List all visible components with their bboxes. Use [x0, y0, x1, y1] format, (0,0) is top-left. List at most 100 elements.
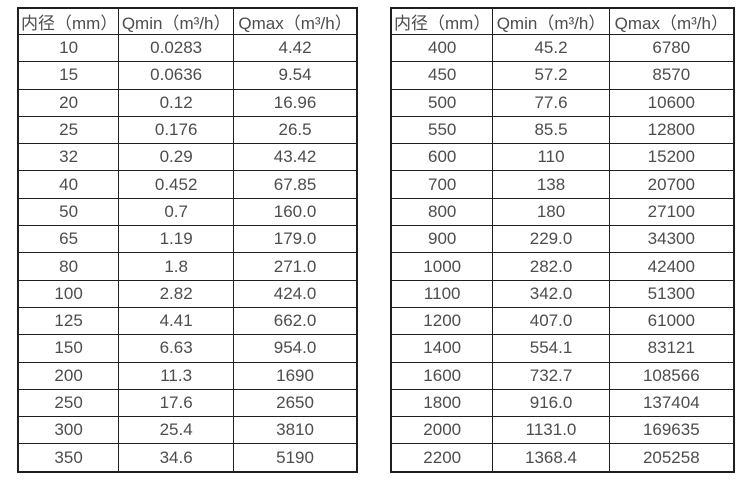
- diameter-cell: 80: [17, 252, 120, 281]
- qmin-cell: 554.1: [492, 334, 610, 363]
- qmin-cell: 1368.4: [492, 443, 610, 473]
- qmin-cell: 0.452: [118, 170, 235, 199]
- qmin-cell: 17.6: [118, 388, 235, 418]
- qmin-cell: 916.0: [492, 388, 610, 418]
- qmin-cell: 34.6: [118, 443, 235, 473]
- qmax-cell: 15200: [608, 143, 735, 172]
- diameter-cell: 550: [390, 115, 494, 145]
- qmax-cell: 137404: [608, 388, 735, 418]
- table-row: 150 6.63 954.0: [17, 334, 358, 363]
- qmax-cell: 662.0: [233, 306, 358, 336]
- diameter-cell: 2200: [390, 443, 494, 473]
- qmax-cell: 6780: [608, 33, 735, 63]
- qmin-cell: 0.0636: [118, 61, 235, 90]
- flow-table-large-diameters: 内径（mm） Qmin（m³/h） Qmax（m³/h） 400 45.2 6780 450…: [390, 7, 735, 473]
- qmin-cell: 1.19: [118, 225, 235, 254]
- table-row: 1600 732.7 108566: [390, 361, 735, 390]
- qmin-cell: 77.6: [492, 88, 610, 117]
- diameter-cell: 500: [390, 88, 494, 117]
- diameter-cell: 600: [390, 143, 494, 172]
- table-row: 1400 554.1 83121: [390, 334, 735, 363]
- column-header-1: Qmin（m³/h）: [118, 7, 235, 35]
- diameter-cell: 1400: [390, 334, 494, 363]
- qmax-cell: 16.96: [233, 88, 358, 117]
- diameter-cell: 20: [17, 88, 120, 117]
- flow-table-small-diameters: 内径（mm） Qmin（m³/h） Qmax（m³/h） 10 0.0283 4.42 15…: [17, 7, 358, 473]
- table-row: 1100 342.0 51300: [390, 279, 735, 308]
- diameter-cell: 150: [17, 334, 120, 363]
- column-header-0: 内径（mm）: [390, 7, 494, 35]
- diameter-cell: 50: [17, 197, 120, 227]
- qmin-cell: 85.5: [492, 115, 610, 145]
- qmin-cell: 0.29: [118, 143, 235, 172]
- qmin-cell: 138: [492, 170, 610, 199]
- diameter-cell: 25: [17, 115, 120, 145]
- qmax-cell: 83121: [608, 334, 735, 363]
- diameter-cell: 125: [17, 306, 120, 336]
- table-row: 400 45.2 6780: [390, 33, 735, 63]
- column-header-2: Qmax（m³/h）: [233, 7, 358, 35]
- qmin-cell: 45.2: [492, 33, 610, 63]
- diameter-cell: 800: [390, 197, 494, 227]
- table-row: 20 0.12 16.96: [17, 88, 358, 117]
- table-row: 550 85.5 12800: [390, 115, 735, 145]
- table-row: 125 4.41 662.0: [17, 306, 358, 336]
- qmax-cell: 4.42: [233, 33, 358, 63]
- qmin-cell: 57.2: [492, 61, 610, 90]
- qmax-cell: 20700: [608, 170, 735, 199]
- table-row: 700 138 20700: [390, 170, 735, 199]
- diameter-cell: 65: [17, 225, 120, 254]
- qmax-cell: 9.54: [233, 61, 358, 90]
- table-row: 65 1.19 179.0: [17, 225, 358, 254]
- diameter-cell: 1800: [390, 388, 494, 418]
- qmin-cell: 282.0: [492, 252, 610, 281]
- qmax-cell: 42400: [608, 252, 735, 281]
- table-row: 900 229.0 34300: [390, 225, 735, 254]
- qmax-cell: 5190: [233, 443, 358, 473]
- diameter-cell: 1000: [390, 252, 494, 281]
- table-row: 32 0.29 43.42: [17, 143, 358, 172]
- qmax-cell: 10600: [608, 88, 735, 117]
- qmin-cell: 11.3: [118, 361, 235, 390]
- qmax-cell: 169635: [608, 416, 735, 445]
- diameter-cell: 100: [17, 279, 120, 308]
- table-row: 1800 916.0 137404: [390, 388, 735, 418]
- diameter-cell: 200: [17, 361, 120, 390]
- qmin-cell: 2.82: [118, 279, 235, 308]
- diameter-cell: 450: [390, 61, 494, 90]
- table-row: 2200 1368.4 205258: [390, 443, 735, 473]
- diameter-cell: 1100: [390, 279, 494, 308]
- qmax-cell: 954.0: [233, 334, 358, 363]
- qmax-cell: 160.0: [233, 197, 358, 227]
- diameter-cell: 700: [390, 170, 494, 199]
- column-header-0: 内径（mm）: [17, 7, 120, 35]
- header-row: 内径（mm） Qmin（m³/h） Qmax（m³/h）: [390, 7, 735, 35]
- qmax-cell: 43.42: [233, 143, 358, 172]
- qmin-cell: 0.12: [118, 88, 235, 117]
- diameter-cell: 2000: [390, 416, 494, 445]
- table-row: 300 25.4 3810: [17, 416, 358, 445]
- table-row: 450 57.2 8570: [390, 61, 735, 90]
- qmax-cell: 34300: [608, 225, 735, 254]
- column-header-1: Qmin（m³/h）: [492, 7, 610, 35]
- qmin-cell: 342.0: [492, 279, 610, 308]
- diameter-cell: 1600: [390, 361, 494, 390]
- qmax-cell: 61000: [608, 306, 735, 336]
- diameter-cell: 900: [390, 225, 494, 254]
- qmin-cell: 6.63: [118, 334, 235, 363]
- qmax-cell: 51300: [608, 279, 735, 308]
- table-row: 100 2.82 424.0: [17, 279, 358, 308]
- table-row: 40 0.452 67.85: [17, 170, 358, 199]
- column-header-2: Qmax（m³/h）: [608, 7, 735, 35]
- header-row: 内径（mm） Qmin（m³/h） Qmax（m³/h）: [17, 7, 358, 35]
- qmax-cell: 108566: [608, 361, 735, 390]
- table-row: 15 0.0636 9.54: [17, 61, 358, 90]
- qmax-cell: 3810: [233, 416, 358, 445]
- diameter-cell: 15: [17, 61, 120, 90]
- table-row: 500 77.6 10600: [390, 88, 735, 117]
- qmin-cell: 1.8: [118, 252, 235, 281]
- diameter-cell: 250: [17, 388, 120, 418]
- table-row: 600 110 15200: [390, 143, 735, 172]
- qmin-cell: 407.0: [492, 306, 610, 336]
